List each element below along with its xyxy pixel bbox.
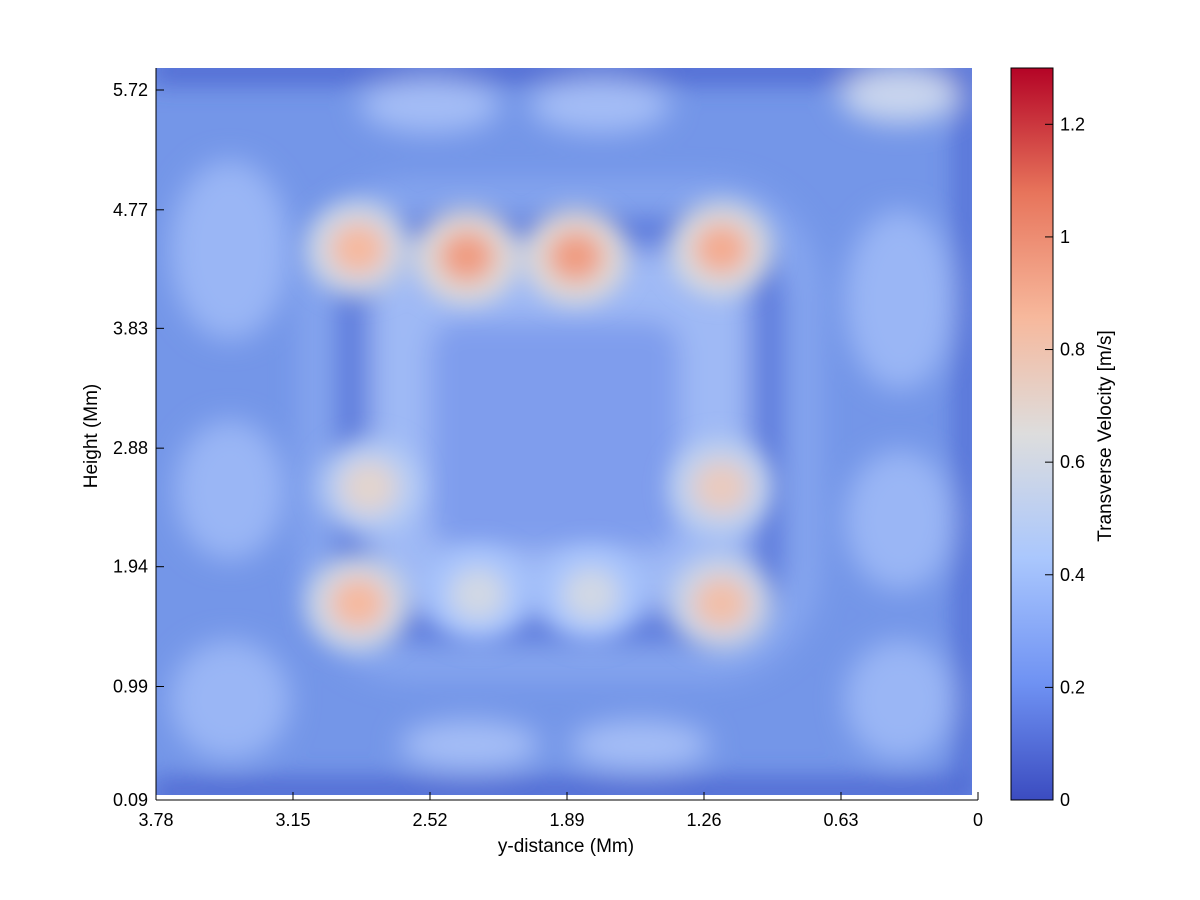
heatmap-hotspot: [438, 230, 495, 283]
x-tick-label: 0: [973, 810, 983, 830]
y-tick-label: 0.99: [113, 677, 148, 697]
colorbar-tick-label: 0.4: [1060, 565, 1085, 585]
heatmap-hotspot: [547, 230, 604, 283]
colorbar-tick-label: 0.8: [1060, 340, 1085, 360]
heatmap-hotspot: [693, 577, 750, 630]
y-tick-label: 0.09: [113, 790, 148, 810]
x-tick-label: 2.52: [412, 810, 447, 830]
heatmap-hotspot: [449, 568, 506, 621]
y-axis-ticks: 0.09 0.99 1.94 2.88 3.83 4.77 5.72: [113, 80, 164, 810]
y-tick-label: 5.72: [113, 80, 148, 100]
colorbar: 0 0.2 0.4 0.6 0.8 1 1.2 Transverse Velocity [m…: [1010, 67, 1116, 810]
y-tick-label: 4.77: [113, 200, 148, 220]
y-tick-label: 3.83: [113, 318, 148, 338]
colorbar-frame: [1010, 67, 1054, 801]
colorbar-tick-label: 0.2: [1060, 677, 1085, 697]
x-tick-label: 1.89: [549, 810, 584, 830]
heatmap-hotspots: [306, 200, 774, 652]
y-tick-label: 1.94: [113, 557, 148, 577]
colorbar-label: Transverse Velocity [m/s]: [1095, 330, 1116, 542]
colorbar-gradient: [1011, 68, 1053, 800]
heatmap-hotspot: [693, 461, 750, 514]
heatmap-field: [156, 68, 972, 795]
x-tick-label: 3.78: [138, 810, 173, 830]
colorbar-tick-label: 1.2: [1060, 114, 1085, 134]
heatmap-hotspot: [562, 568, 619, 621]
heatmap-hotspot: [341, 461, 398, 514]
colorbar-ticks: 0 0.2 0.4 0.6 0.8 1 1.2: [1045, 114, 1085, 810]
heatmap-hotspot: [693, 222, 750, 275]
x-tick-label: 1.26: [686, 810, 721, 830]
x-axis-label: y-distance (Mm): [498, 836, 634, 857]
x-tick-label: 3.15: [275, 810, 310, 830]
x-tick-label: 0.63: [823, 810, 858, 830]
y-axis-label: Height (Mm): [81, 384, 102, 489]
colorbar-tick-label: 0: [1060, 790, 1070, 810]
y-tick-label: 2.88: [113, 438, 148, 458]
heatmap-hotspot: [330, 577, 387, 630]
heatmap-hotspot: [330, 222, 387, 275]
colorbar-tick-label: 1: [1060, 227, 1070, 247]
x-axis-ticks: 3.78 3.15 2.52 1.89 1.26 0.63 0: [138, 792, 983, 830]
colorbar-tick-label: 0.6: [1060, 452, 1085, 472]
heatmap-plot-area: [156, 68, 972, 795]
